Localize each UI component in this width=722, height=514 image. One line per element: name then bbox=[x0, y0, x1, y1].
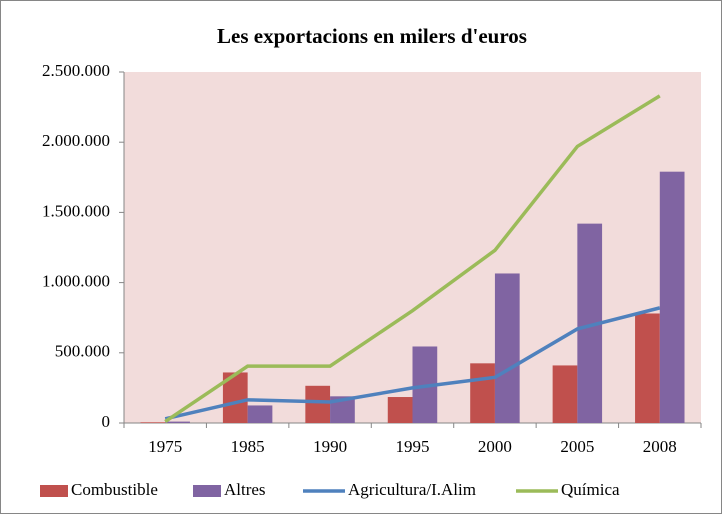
line-series bbox=[164, 94, 661, 424]
bar bbox=[470, 363, 495, 423]
y-tick-label: 1.000.000 bbox=[42, 272, 110, 291]
y-tick-label: 2.000.000 bbox=[42, 131, 110, 150]
x-tick-label: 1975 bbox=[148, 437, 182, 456]
bar bbox=[659, 171, 685, 423]
x-tick-label: 2008 bbox=[643, 437, 677, 456]
bar bbox=[387, 397, 413, 423]
x-tick-label: 2000 bbox=[478, 437, 512, 456]
bar bbox=[305, 385, 331, 423]
y-tick-label: 500.000 bbox=[55, 342, 110, 361]
legend-swatch bbox=[40, 485, 68, 497]
bar bbox=[494, 273, 520, 423]
chart-title: Les exportacions en milers d'euros bbox=[217, 24, 527, 48]
y-tick-label: 0 bbox=[102, 412, 111, 431]
x-tick-label: 1990 bbox=[313, 437, 347, 456]
line-series bbox=[164, 306, 661, 421]
legend-label: Química bbox=[561, 480, 620, 499]
x-tick-label: 2005 bbox=[560, 437, 594, 456]
legend-swatch bbox=[193, 485, 221, 497]
bar bbox=[552, 365, 578, 423]
x-tick-label: 1985 bbox=[231, 437, 265, 456]
y-tick-label: 2.500.000 bbox=[42, 61, 110, 80]
legend-label: Altres bbox=[224, 480, 266, 499]
bar bbox=[635, 313, 660, 423]
legend-label: Agricultura/I.Alim bbox=[348, 480, 476, 499]
bar bbox=[165, 421, 190, 423]
bar bbox=[247, 405, 273, 423]
y-tick-label: 1.500.000 bbox=[42, 201, 110, 220]
bar bbox=[140, 422, 166, 423]
x-tick-label: 1995 bbox=[396, 437, 430, 456]
legend-label: Combustible bbox=[71, 480, 158, 499]
